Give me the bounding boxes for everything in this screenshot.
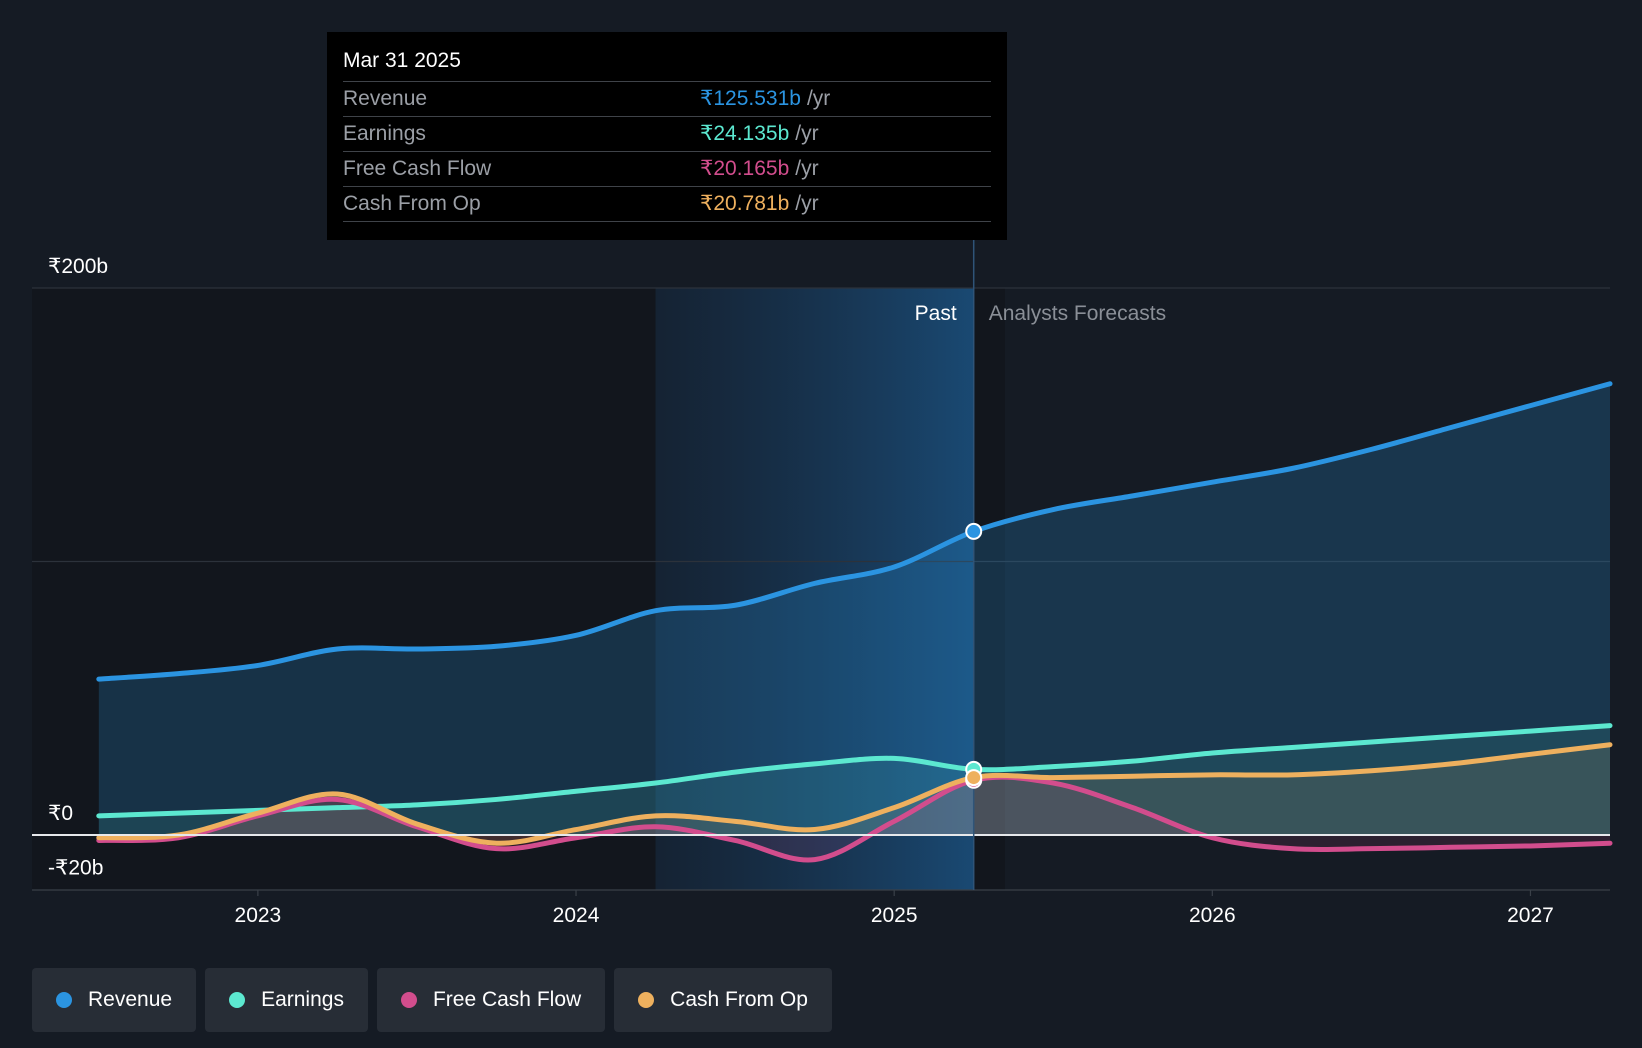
revenue-area <box>98 383 1610 835</box>
gridlines <box>32 287 1610 891</box>
series-lines <box>32 381 1613 863</box>
legend-label: Cash From Op <box>670 988 808 1011</box>
tooltip-value: ₹20.165b <box>700 157 790 180</box>
tooltip-label: Cash From Op <box>343 192 481 215</box>
legend-item-earnings[interactable]: Earnings <box>205 968 368 1032</box>
tooltip: Mar 31 2025 Revenue ₹125.531b /yr Earnin… <box>327 32 1007 240</box>
forecast-label: Analysts Forecasts <box>989 302 1166 325</box>
tooltip-unit: /yr <box>795 122 819 145</box>
tooltip-row-free-cash-flow: Free Cash Flow ₹20.165b /yr <box>343 152 991 187</box>
tooltip-date: Mar 31 2025 <box>343 46 991 82</box>
tooltip-value: ₹24.135b <box>700 122 790 145</box>
legend-item-free-cash-flow[interactable]: Free Cash Flow <box>376 968 606 1032</box>
revenue-dot-icon <box>56 992 72 1008</box>
y-tick-label: -₹20b <box>48 857 103 880</box>
cash-from-op-line <box>96 742 1613 846</box>
y-tick-label: ₹0 <box>48 802 73 825</box>
y-axis-ticks: ₹200b ₹0 -₹20b <box>48 255 108 880</box>
legend-label: Revenue <box>88 988 173 1011</box>
tooltip-unit: /yr <box>795 157 819 180</box>
legend-item-cash-from-op[interactable]: Cash From Op <box>614 968 832 1032</box>
past-label: Past <box>915 302 957 325</box>
revenue-line <box>96 381 1613 682</box>
x-tick-label: 2023 <box>235 904 282 927</box>
legend-label: Free Cash Flow <box>432 988 582 1011</box>
x-tick-label: 2025 <box>871 904 918 927</box>
legend-item-revenue[interactable]: Revenue <box>32 968 197 1032</box>
legend-label: Earnings <box>261 988 344 1011</box>
y-tick-label: ₹200b <box>48 255 108 278</box>
free-cash-flow-line <box>96 774 1613 863</box>
legend: Revenue Earnings Free Cash Flow Cash Fro… <box>32 968 832 1032</box>
tooltip-row-cash-from-op: Cash From Op ₹20.781b /yr <box>343 187 991 222</box>
tooltip-label: Free Cash Flow <box>343 157 492 180</box>
highlight-band <box>655 288 974 890</box>
x-axis-ticks: 2023 2024 2025 2026 2027 <box>235 890 1554 927</box>
tooltip-row-revenue: Revenue ₹125.531b /yr <box>343 82 991 117</box>
cash-from-op-dot-icon <box>638 992 655 1008</box>
x-tick-label: 2026 <box>1189 904 1236 927</box>
earnings-line <box>96 723 1613 819</box>
cash-from-op-marker <box>965 769 983 787</box>
tooltip-value: ₹20.781b <box>700 192 790 215</box>
revenue-marker <box>965 522 983 540</box>
tooltip-label: Revenue <box>343 87 428 110</box>
free-cash-flow-dot-icon <box>400 992 417 1008</box>
x-tick-label: 2027 <box>1507 904 1554 927</box>
tooltip-unit: /yr <box>806 87 831 110</box>
tooltip-row-earnings: Earnings ₹24.135b /yr <box>343 117 991 152</box>
tooltip-label: Earnings <box>343 122 426 145</box>
series-markers <box>965 522 983 789</box>
earnings-dot-icon <box>229 992 246 1008</box>
tooltip-value: ₹125.531b <box>700 87 801 110</box>
cash-from-op-area <box>98 744 1610 844</box>
x-tick-label: 2024 <box>553 904 600 927</box>
tooltip-unit: /yr <box>795 192 819 215</box>
